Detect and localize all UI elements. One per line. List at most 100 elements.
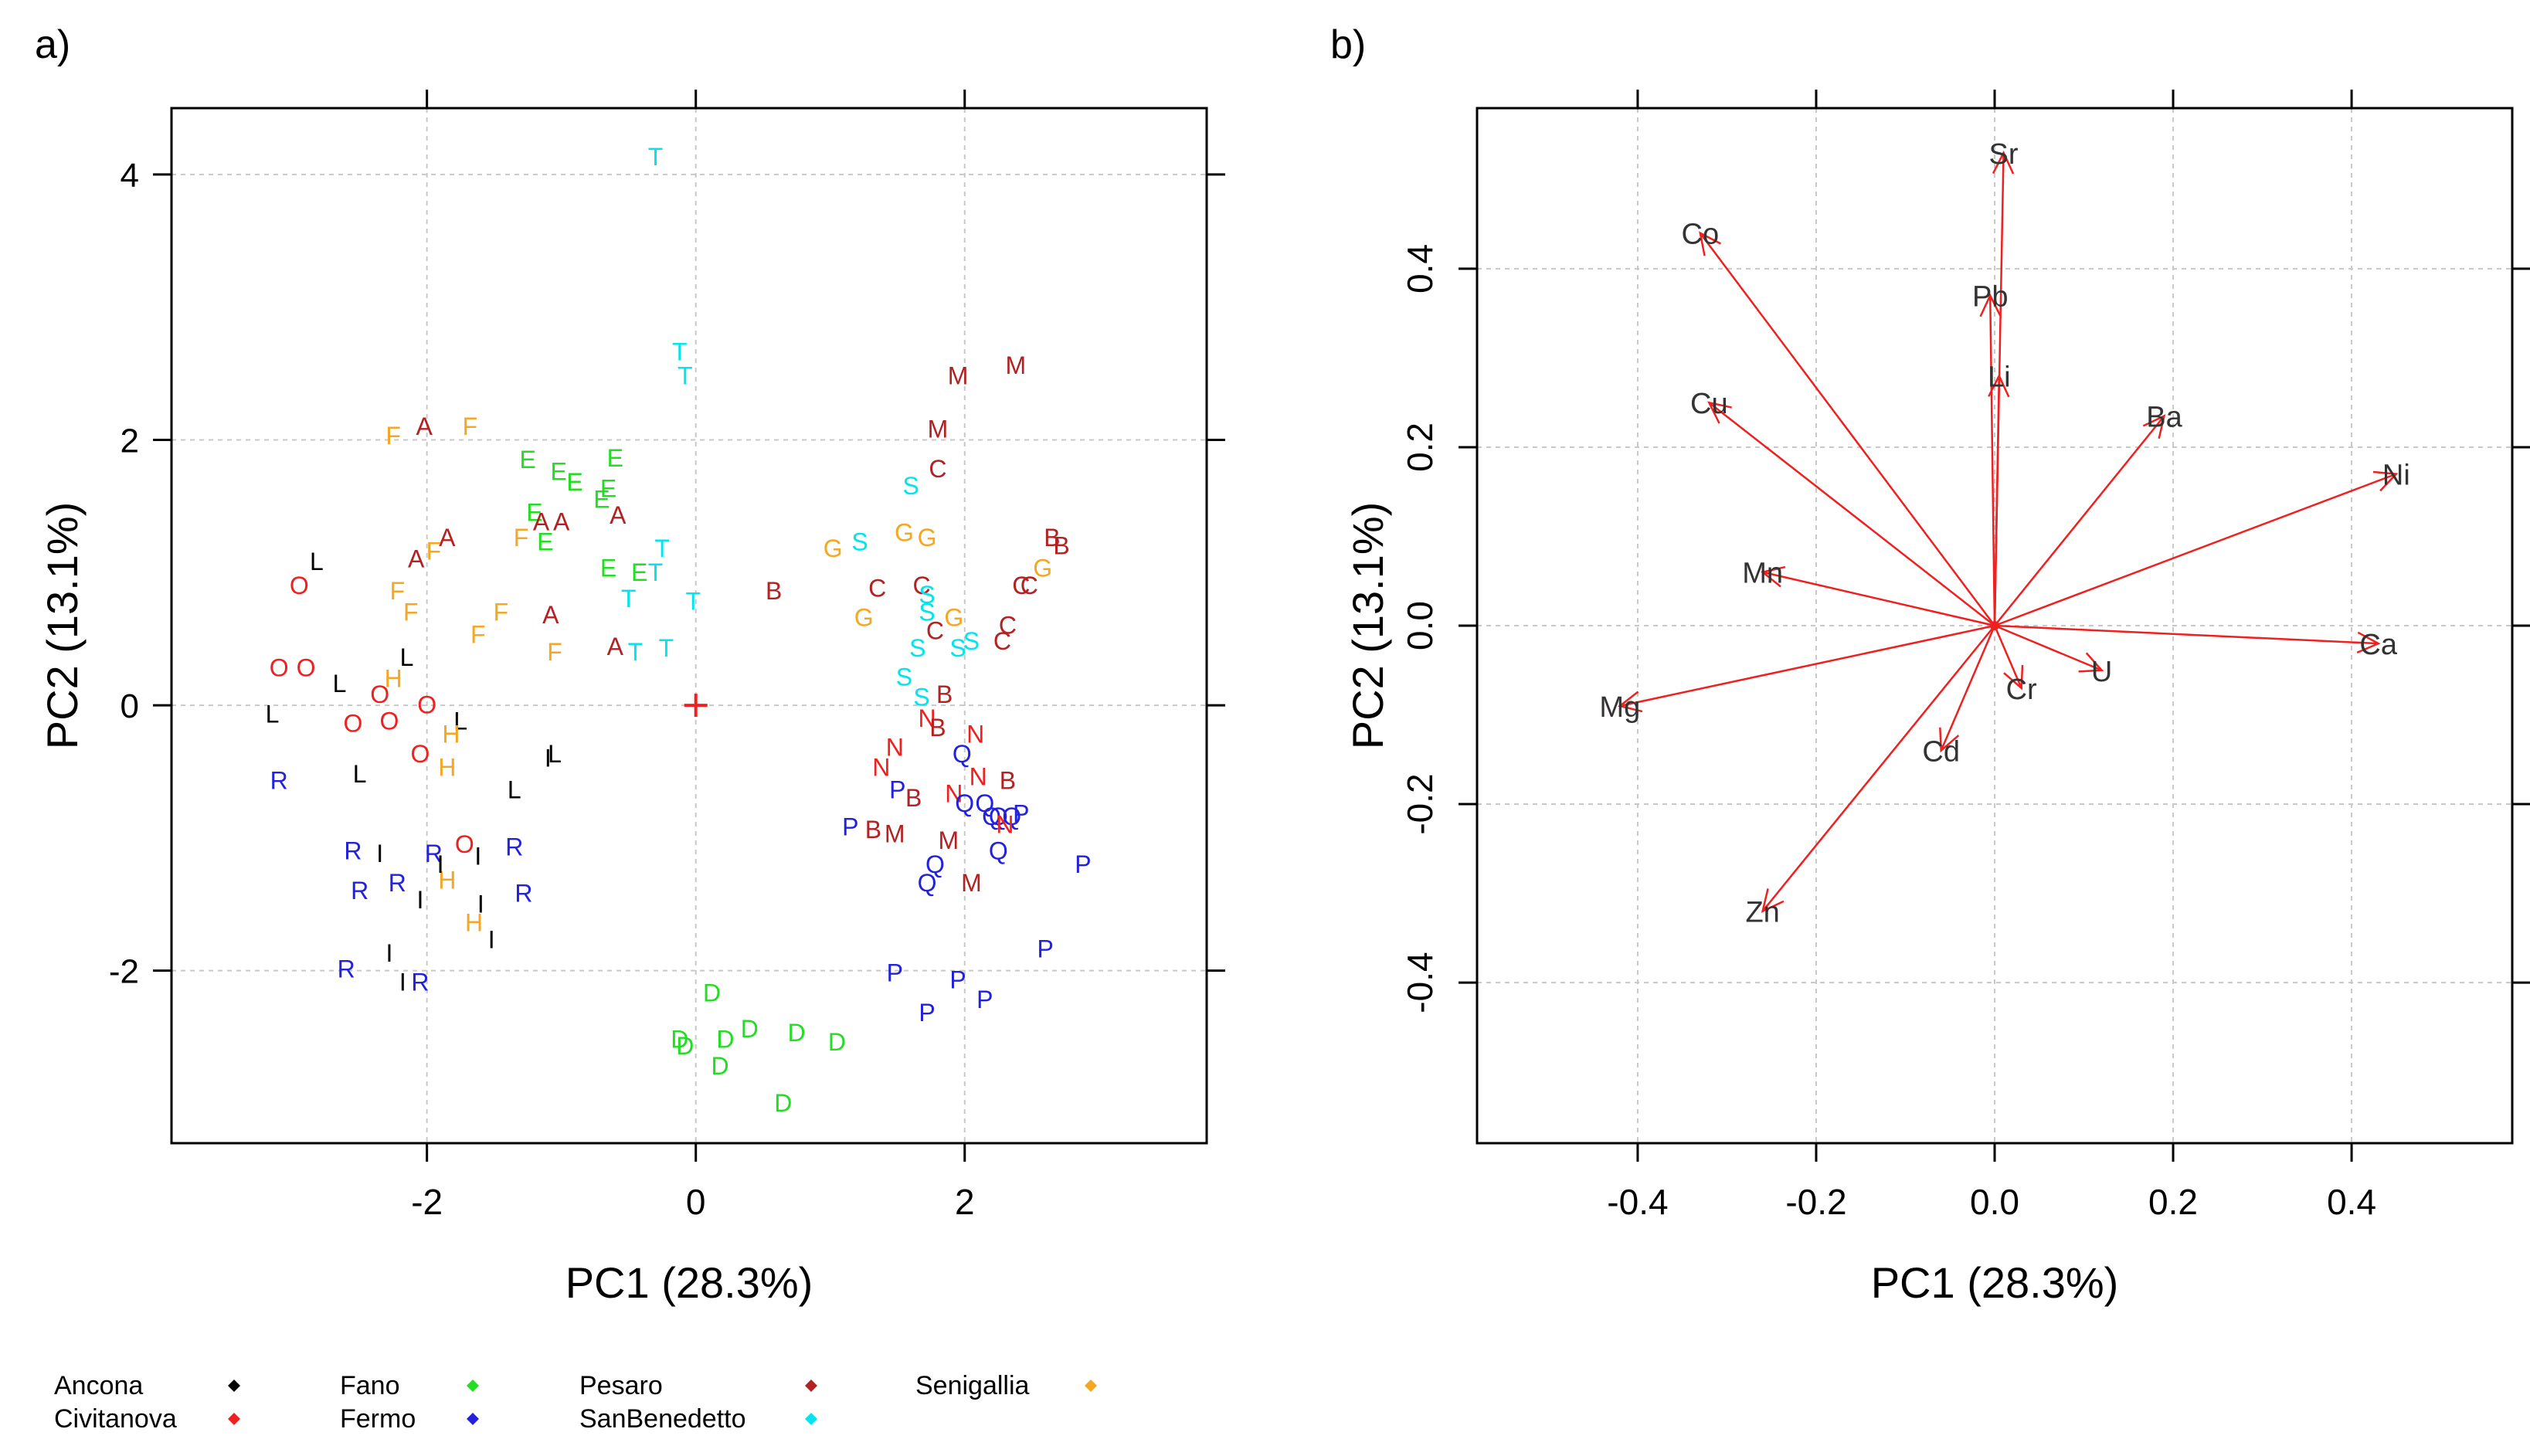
scatter-point-H: H: [438, 753, 456, 781]
scatter-point-L: L: [400, 643, 414, 671]
legend-label-Fano: Fano: [340, 1371, 400, 1400]
scatter-point-T: T: [648, 558, 664, 586]
legend-marker-Senigallia: [1085, 1380, 1097, 1392]
scatter-point-D: D: [671, 1026, 688, 1054]
scatter-point-N: N: [966, 720, 984, 748]
scatter-point-B: B: [766, 577, 782, 605]
scatter-point-L: L: [333, 670, 347, 697]
scatter-point-S: S: [902, 472, 919, 500]
scatter-x-tick-label: 0: [686, 1182, 706, 1222]
scatter-point-C: C: [913, 572, 931, 599]
loadings-x-tick-label: -0.2: [1785, 1182, 1846, 1222]
scatter-point-T: T: [621, 585, 637, 613]
arrowhead-Cd: [1939, 727, 1960, 753]
scatter-point-L: L: [508, 776, 521, 804]
scatter-point-S: S: [919, 581, 935, 609]
scatter-point-T: T: [659, 634, 674, 662]
scatter-point-R: R: [425, 840, 443, 867]
scatter-point-R: R: [344, 837, 362, 865]
legend-label-SanBenedetto: SanBenedetto: [579, 1404, 746, 1434]
vector-label-Cu: Cu: [1690, 388, 1728, 420]
scatter-point-I: I: [417, 886, 424, 914]
scatter-point-P: P: [1075, 850, 1091, 878]
loadings-x-tick-label: 0.0: [1970, 1182, 2019, 1222]
vector-Mn: [1762, 571, 1995, 627]
scatter-point-F: F: [494, 598, 509, 626]
vector-Zn: [1761, 625, 1995, 912]
scatter-y-tick-label: 0: [121, 687, 139, 725]
scatter-point-T: T: [654, 535, 670, 562]
loadings-origin: [1990, 621, 1999, 630]
scatter-y-tick-label: 2: [121, 422, 139, 460]
scatter-point-L: L: [310, 548, 324, 575]
scatter-point-O: O: [270, 654, 289, 682]
scatter-x-tick-label: -2: [411, 1182, 443, 1222]
scatter-point-D: D: [676, 1032, 694, 1060]
scatter-point-M: M: [948, 362, 969, 390]
vector-label-Pb: Pb: [1972, 281, 2008, 314]
vector-label-Co: Co: [1682, 219, 1720, 251]
scatter-point-R: R: [505, 833, 523, 860]
scatter-point-O: O: [370, 680, 389, 708]
scatter-point-N: N: [886, 734, 904, 762]
scatter-point-M: M: [961, 869, 982, 897]
vector-label-Cr: Cr: [2006, 674, 2037, 706]
vector-label-Li: Li: [1988, 361, 2011, 394]
scatter-point-T: T: [628, 638, 644, 666]
scatter-point-G: G: [854, 603, 874, 631]
arrowhead-Cu: [1707, 401, 1732, 424]
loadings-y-tick-label: -0.2: [1400, 773, 1440, 834]
arrowhead-Ba: [2142, 414, 2166, 440]
scatter-point-I: I: [385, 939, 392, 967]
loadings-x-tick-label: -0.4: [1607, 1182, 1668, 1222]
legend-marker-Fano: [467, 1380, 479, 1392]
legend-label-Senigallia: Senigallia: [915, 1371, 1030, 1400]
scatter-point-M: M: [1006, 351, 1027, 379]
scatter-point-L: L: [453, 707, 467, 735]
scatter-point-F: F: [390, 577, 406, 605]
scatter-point-S: S: [913, 683, 929, 711]
loadings-axis-ticks: -0.4 -0.2 0.0 0.2 0.4 -0.4 -0.2 0.0 0.2 0.4: [1400, 90, 2530, 1222]
scatter-point-A: A: [542, 601, 559, 629]
arrowhead-Mn: [1760, 565, 1786, 588]
vector-label-Mg: Mg: [1599, 691, 1640, 724]
vector-label-Zn: Zn: [1745, 897, 1779, 929]
scatter-point-O: O: [343, 710, 362, 738]
loadings-y-tick-label: -0.4: [1400, 952, 1440, 1013]
vector-label-Ni: Ni: [2382, 460, 2410, 492]
scatter-point-C: C: [1012, 572, 1030, 599]
scatter-point-A: A: [416, 412, 433, 440]
scatter-point-E: E: [519, 446, 535, 473]
scatter-point-F: F: [463, 412, 478, 440]
scatter-point-A: A: [607, 633, 624, 660]
scatter-point-H: H: [385, 664, 402, 692]
scatter-point-E: E: [607, 444, 623, 472]
scatter-point-O: O: [379, 707, 399, 735]
scatter-point-N: N: [945, 780, 963, 808]
scatter-point-A: A: [610, 501, 627, 529]
vector-label-U: U: [2091, 656, 2112, 688]
scatter-point-Q: Q: [955, 789, 974, 817]
scatter-point-F: F: [547, 638, 562, 666]
scatter-point-F: F: [403, 598, 419, 626]
scatter-point-R: R: [338, 955, 355, 983]
arrowhead-Li: [1988, 373, 2010, 398]
loadings-y-tick-label: 0.4: [1400, 244, 1440, 294]
arrowhead-Ni: [2372, 470, 2399, 492]
scatter-origin-marker: [684, 694, 708, 718]
scatter-point-P: P: [919, 999, 935, 1027]
scatter-y-axis-label: PC2 (13.1%): [38, 502, 87, 750]
loadings-y-tick-label: 0.2: [1400, 423, 1440, 472]
scatter-point-Q: Q: [982, 803, 1001, 830]
scatter-point-P: P: [949, 966, 966, 993]
legend-label-Civitanova: Civitanova: [54, 1404, 177, 1434]
scatter-point-L: L: [353, 760, 367, 788]
scatter-point-O: O: [290, 572, 309, 599]
legend-marker-Pesaro: [805, 1380, 817, 1392]
scatter-point-Q: Q: [953, 740, 972, 768]
scatter-point-D: D: [828, 1028, 846, 1056]
vector-Pb: [1988, 295, 1996, 626]
loadings-y-axis-label: PC2 (13.1%): [1343, 502, 1392, 750]
